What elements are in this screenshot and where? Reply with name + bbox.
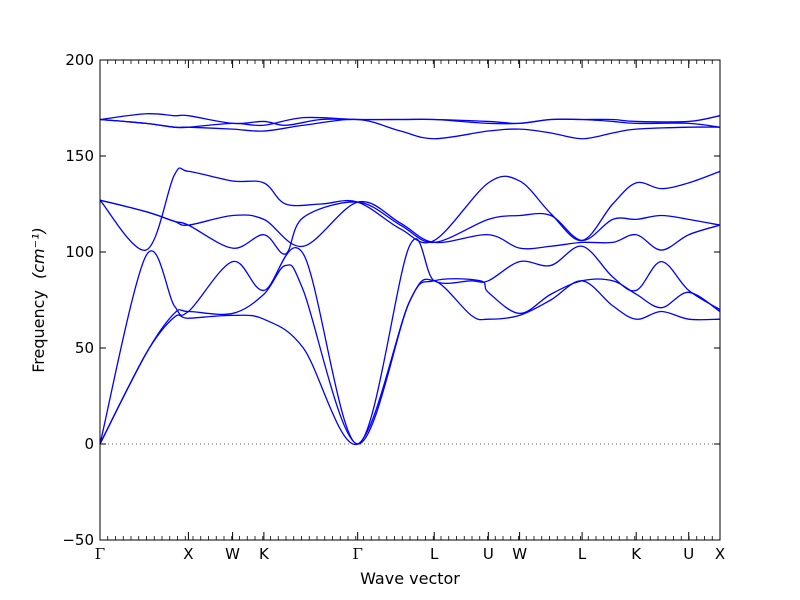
x-tick-label: X	[183, 545, 193, 563]
plot-frame	[99, 59, 721, 541]
y-tick-label: −50	[62, 531, 94, 549]
y-tick-label: 200	[65, 51, 94, 69]
x-tick-label: X	[715, 545, 725, 563]
x-tick-label: Γ	[352, 545, 362, 563]
x-tick-label: K	[631, 545, 642, 563]
x-axis-title: Wave vector	[360, 569, 460, 588]
y-axis-title-text: Frequency	[29, 290, 48, 373]
minor-ticks	[99, 60, 721, 540]
y-axis-title: Frequency (cm⁻¹)	[29, 227, 48, 372]
x-tick-label: L	[430, 545, 439, 563]
band-line-9	[99, 118, 721, 140]
band-line-3	[99, 238, 721, 445]
x-tick-label: Γ	[95, 545, 105, 563]
y-tick-label: 100	[65, 243, 94, 261]
x-tick-label: W	[225, 545, 240, 563]
x-tick-label: W	[512, 545, 527, 563]
x-tick-label: K	[259, 545, 270, 563]
y-tick-label: 50	[75, 339, 94, 357]
x-tick-label: L	[578, 545, 587, 563]
y-axis: −50 0 50 100 150 200	[62, 51, 720, 549]
band-line-5	[99, 199, 721, 255]
y-axis-title-unit: (cm⁻¹)	[29, 227, 48, 279]
series-lines	[99, 112, 721, 445]
band-line-4	[99, 167, 721, 251]
y-tick-label: 0	[84, 435, 94, 453]
x-tick-label: U	[483, 545, 494, 563]
x-tick-label: U	[683, 545, 694, 563]
band-line-6	[99, 199, 721, 251]
y-tick-label: 150	[65, 147, 94, 165]
